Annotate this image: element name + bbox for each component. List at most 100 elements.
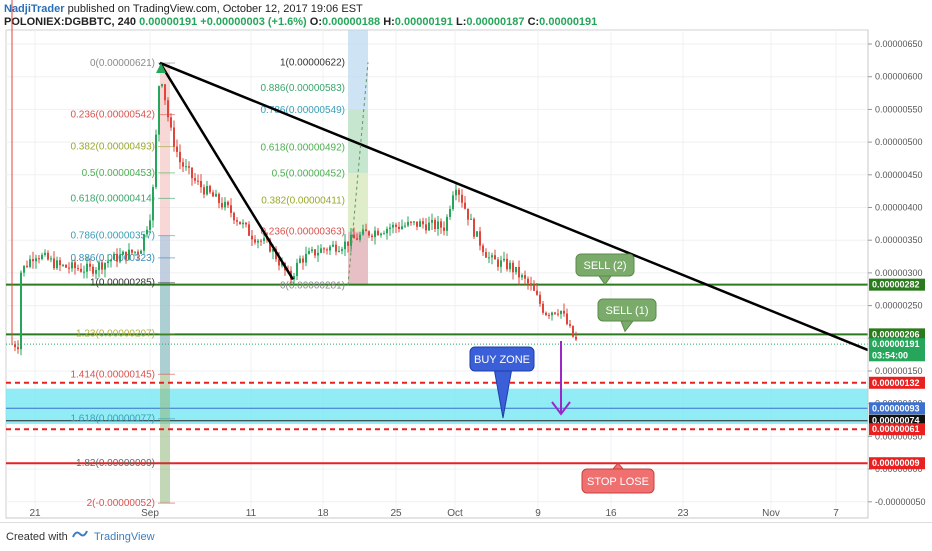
y-tick-label-14: -0.00000050: [875, 497, 926, 507]
candle-body: [224, 201, 226, 208]
candle-body: [317, 252, 319, 256]
price-badge-3: [869, 349, 925, 362]
low-label: L:: [455, 16, 467, 28]
price-badge-text-1: 0.00000206: [872, 329, 920, 339]
candle-body: [65, 264, 67, 268]
candle-body: [38, 258, 40, 260]
candle-body: [203, 187, 205, 195]
price-chart[interactable]: 0(0.00000621) 0.236(0.00000542) 0.382(0.00…: [0, 0, 932, 522]
candle-body: [158, 86, 160, 135]
fib-left-label-0: 0(0.00000621): [90, 58, 155, 69]
y-tick-label-3: 0.00000500: [875, 137, 923, 147]
candle-body: [221, 203, 223, 208]
candle-body: [86, 263, 88, 272]
candle-body: [398, 226, 400, 230]
candle-body: [461, 194, 463, 203]
fib-right-strip-yellow: [348, 172, 368, 232]
candle-body: [500, 260, 502, 267]
candle-body: [206, 186, 208, 195]
fib-right-strip-green: [348, 110, 368, 173]
author-name[interactable]: NadjiTrader: [4, 3, 65, 15]
fib-left-label-9: 1.414(0.00000145): [70, 369, 155, 380]
candle-body: [281, 262, 283, 266]
fib-left-label-7: 1(0.00000285): [90, 278, 155, 289]
candle-body: [296, 262, 298, 277]
fib-left-label-2: 0.382(0.00000493): [70, 142, 155, 153]
candle-body: [368, 231, 370, 236]
candle-body: [401, 226, 403, 230]
fib-left-label-5: 0.786(0.00000357): [70, 231, 155, 242]
tradingview-logo-icon: [72, 530, 88, 538]
y-tick-label-1: 0.00000600: [875, 72, 923, 82]
candle-body: [188, 166, 190, 168]
candle-body: [272, 249, 274, 252]
sell-1-callout-box: [597, 298, 657, 322]
published-text: published on TradingView.com, October 12…: [67, 3, 363, 15]
candle-body: [377, 230, 379, 236]
candle-body: [95, 270, 97, 274]
candle-body: [92, 266, 94, 274]
fib-left-label-4: 0.618(0.00000414): [70, 193, 155, 204]
candle-body: [185, 166, 187, 168]
candle-body: [257, 240, 259, 243]
candle-body: [89, 263, 91, 267]
candle-body: [245, 222, 247, 225]
fib-right-label-3: 0.618(0.00000492): [260, 142, 345, 153]
y-tick-label-6: 0.00000350: [875, 235, 923, 245]
candle-body: [554, 312, 556, 314]
tradingview-brand[interactable]: TradingView: [94, 531, 155, 543]
fib-right-label-2: 0.786(0.00000549): [260, 105, 345, 116]
sell-1-callout: SELL (1): [597, 298, 657, 333]
candle-body: [269, 239, 271, 252]
price-badge-0: [869, 278, 925, 291]
candle-body: [110, 259, 112, 262]
candle-body: [323, 248, 325, 250]
candle-body: [44, 252, 46, 255]
x-tick-label-4: 25: [390, 508, 402, 519]
candle-body: [497, 259, 499, 267]
ohlc-line: POLONIEX:DGBBTC, 240 0.00000191 +0.00000…: [4, 16, 597, 28]
candle-body: [455, 189, 457, 196]
candle-body: [122, 251, 124, 255]
candle-body: [197, 180, 199, 182]
sell-2-callout-box: [575, 253, 635, 277]
candle-body: [380, 233, 382, 236]
candle-body: [506, 258, 508, 270]
candle-body: [338, 250, 340, 252]
candle-body: [299, 258, 301, 263]
candle-body: [134, 251, 136, 253]
candles: [11, 0, 577, 356]
candle-body: [80, 268, 82, 272]
trend-line-drop: [158, 62, 295, 281]
fib-right-label-6: 0.236(0.00000363): [260, 227, 345, 238]
price-badge-text-2: 0.00000191: [872, 339, 920, 349]
candle-body: [491, 255, 493, 258]
y-tick-label-2: 0.00000550: [875, 104, 923, 114]
candle-body: [449, 209, 451, 217]
y-tick-label-4: 0.00000450: [875, 170, 923, 180]
candle-body: [329, 246, 331, 251]
candle-body: [77, 268, 79, 270]
high-value: 0.00000191: [394, 16, 453, 28]
candle-body: [314, 249, 316, 256]
candle-body: [14, 344, 16, 348]
candle-body: [563, 310, 565, 314]
candle-body: [353, 234, 355, 239]
candle-body: [311, 249, 313, 252]
trend-line-main: [159, 61, 869, 352]
candle-body: [446, 216, 448, 231]
fib-right-diagonal: [347, 62, 369, 286]
price-change: +0.00000003 (+1.6%): [200, 16, 307, 28]
candle-body: [308, 251, 310, 254]
x-tick-label-9: Nov: [762, 508, 780, 519]
price-badge-8: [869, 457, 925, 470]
candle-body: [452, 195, 454, 210]
candle-body: [488, 257, 490, 259]
fib-right-label-7: 0(0.00000281): [280, 280, 345, 291]
price-badge-5: [869, 402, 925, 415]
candle-body: [551, 312, 553, 316]
candle-body: [458, 189, 460, 195]
candle-body: [260, 240, 262, 242]
candle-body: [371, 235, 373, 238]
candle-body: [17, 347, 19, 350]
